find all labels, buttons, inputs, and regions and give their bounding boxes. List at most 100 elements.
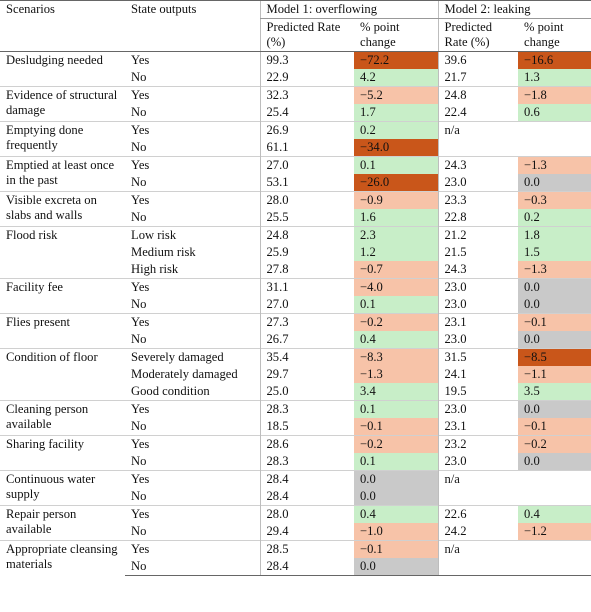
scenario-cell: Emptied at least once in the past bbox=[0, 156, 125, 192]
state-cell: No bbox=[131, 175, 147, 189]
state-cell: Yes bbox=[125, 86, 260, 104]
state-cell: Severely damaged bbox=[125, 348, 260, 366]
m2-change-cell: −0.1 bbox=[518, 418, 591, 436]
m2-rate-cell: 31.5 bbox=[437, 348, 518, 366]
m1-change-cell: −4.0 bbox=[354, 278, 438, 296]
m2-change-cell: −1.3 bbox=[518, 156, 591, 174]
m2-change-cell: 0.2 bbox=[518, 209, 591, 227]
table-row: Sharing facility Yes 28.6 −0.2 23.2 −0.2 bbox=[0, 435, 591, 471]
m2-change-cell: 0.4 bbox=[518, 505, 591, 523]
table-row: No 22.9 4.2 21.7 1.3 bbox=[0, 69, 591, 87]
table-row: Visible excreta on slabs and walls Yes 28.… bbox=[0, 191, 591, 227]
m1-rate-cell: 27.0 bbox=[259, 156, 354, 174]
header-m2-pred-rate: Predicted Rate (%) bbox=[437, 18, 518, 52]
m1-rate-cell: 25.0 bbox=[259, 383, 354, 401]
m1-change-cell: 0.1 bbox=[354, 453, 438, 471]
state-cell: No bbox=[131, 105, 147, 119]
m1-rate-cell: 24.8 bbox=[259, 226, 354, 244]
table-row: Flies present Yes 27.3 −0.2 23.1 −0.1 bbox=[0, 313, 591, 349]
m1-rate-cell: 27.0 bbox=[259, 296, 354, 314]
m1-rate-cell: 22.9 bbox=[259, 69, 354, 87]
m1-change-cell: 3.4 bbox=[354, 383, 438, 401]
scenario-cell: Desludging needed bbox=[0, 51, 125, 87]
scenario-cell: Appropriate cleansing materials bbox=[0, 540, 125, 576]
m1-change-cell: 0.0 bbox=[354, 558, 438, 576]
m2-rate-cell: n/a bbox=[437, 121, 518, 139]
m1-rate-cell: 28.3 bbox=[259, 400, 354, 418]
table-row: No 26.7 0.4 23.0 0.0 bbox=[0, 331, 591, 349]
table-row: No 61.1 −34.0 bbox=[0, 139, 591, 157]
m2-change-cell: −1.8 bbox=[518, 86, 591, 104]
header-model1: Model 1: overflowing bbox=[259, 0, 438, 19]
state-cell: Yes bbox=[125, 51, 260, 69]
scenario-cell: Evidence of structural damage bbox=[0, 86, 125, 122]
scenario-cell: Facility fee bbox=[0, 278, 125, 314]
table-row: No 27.0 0.1 23.0 0.0 bbox=[0, 296, 591, 314]
m2-rate-cell: 23.1 bbox=[437, 418, 518, 436]
table-row: Emptied at least once in the past Yes 27.0… bbox=[0, 156, 591, 192]
m1-change-cell: −72.2 bbox=[354, 51, 438, 69]
state-cell: No bbox=[131, 454, 147, 468]
m2-rate-cell: 24.8 bbox=[437, 86, 518, 104]
table-row: Medium risk 25.9 1.2 21.5 1.5 bbox=[0, 244, 591, 261]
m1-change-cell: 0.2 bbox=[354, 121, 438, 139]
table-row: No 25.5 1.6 22.8 0.2 bbox=[0, 209, 591, 227]
table-row: Repair person available Yes 28.0 0.4 22.6 0.4 bbox=[0, 505, 591, 541]
m1-rate-cell: 28.0 bbox=[259, 191, 354, 209]
m1-rate-cell: 32.3 bbox=[259, 86, 354, 104]
m1-change-cell: −0.1 bbox=[354, 418, 438, 436]
scenario-cell: Continuous water supply bbox=[0, 470, 125, 506]
m2-rate-cell: 24.3 bbox=[437, 156, 518, 174]
scenario-cell: Repair person available bbox=[0, 505, 125, 541]
m1-change-cell: −0.2 bbox=[354, 313, 438, 331]
m2-rate-cell: n/a bbox=[437, 540, 518, 558]
table-row: Evidence of structural damage Yes 32.3 −5.2… bbox=[0, 86, 591, 122]
table-row: Flood risk Low risk 24.8 2.3 21.2 1.8 bbox=[0, 226, 591, 279]
m1-rate-cell: 99.3 bbox=[259, 51, 354, 69]
m1-rate-cell: 29.7 bbox=[259, 366, 354, 383]
m2-change-cell: 0.6 bbox=[518, 104, 591, 122]
m1-rate-cell: 25.9 bbox=[259, 244, 354, 261]
m1-change-cell: 0.4 bbox=[354, 331, 438, 349]
m2-change-cell: 3.5 bbox=[518, 383, 591, 401]
m1-change-cell: 0.0 bbox=[354, 470, 438, 488]
table-row: Moderately damaged 29.7 −1.3 24.1 −1.1 bbox=[0, 366, 591, 383]
m2-change-cell: −1.3 bbox=[518, 261, 591, 279]
table-row: No 29.4 −1.0 24.2 −1.2 bbox=[0, 523, 591, 541]
m1-change-cell: 0.0 bbox=[354, 488, 438, 506]
m2-rate-cell: 22.4 bbox=[437, 104, 518, 122]
header-model2: Model 2: leaking bbox=[437, 0, 591, 19]
m2-rate-cell: 23.1 bbox=[437, 313, 518, 331]
state-cell: Yes bbox=[125, 505, 260, 523]
table-row: No 28.3 0.1 23.0 0.0 bbox=[0, 453, 591, 471]
state-cell: Medium risk bbox=[131, 245, 196, 259]
m2-rate-cell: 23.3 bbox=[437, 191, 518, 209]
m2-rate-cell: 23.0 bbox=[437, 296, 518, 314]
m1-rate-cell: 31.1 bbox=[259, 278, 354, 296]
results-table: Scenarios State outputs Model 1: overflo… bbox=[0, 0, 591, 576]
m1-change-cell: −0.7 bbox=[354, 261, 438, 279]
state-cell: No bbox=[131, 70, 147, 84]
header-row-2: Predicted Rate (%) % point change Predic… bbox=[0, 18, 591, 52]
m1-change-cell: 2.3 bbox=[354, 226, 438, 244]
m1-rate-cell: 28.4 bbox=[259, 470, 354, 488]
m1-rate-cell: 28.3 bbox=[259, 453, 354, 471]
m2-rate-cell: 22.6 bbox=[437, 505, 518, 523]
header-m2-pct-change: % point change bbox=[518, 18, 591, 52]
state-cell: Good condition bbox=[131, 384, 210, 398]
m2-change-cell: 0.0 bbox=[518, 174, 591, 192]
header-state-outputs: State outputs bbox=[125, 0, 260, 19]
m1-change-cell: 4.2 bbox=[354, 69, 438, 87]
state-cell: Low risk bbox=[125, 226, 260, 244]
header-m1-pred-rate: Predicted Rate (%) bbox=[259, 18, 354, 52]
m2-change-cell: −1.2 bbox=[518, 523, 591, 541]
state-cell: Yes bbox=[125, 313, 260, 331]
m1-change-cell: −26.0 bbox=[354, 174, 438, 192]
m2-change-cell bbox=[518, 121, 591, 139]
m2-change-cell: 0.0 bbox=[518, 278, 591, 296]
m2-rate-cell: n/a bbox=[437, 470, 518, 488]
header-scenarios: Scenarios bbox=[0, 0, 125, 19]
m1-rate-cell: 28.4 bbox=[259, 488, 354, 506]
m1-rate-cell: 28.0 bbox=[259, 505, 354, 523]
m2-rate-cell bbox=[437, 488, 518, 506]
